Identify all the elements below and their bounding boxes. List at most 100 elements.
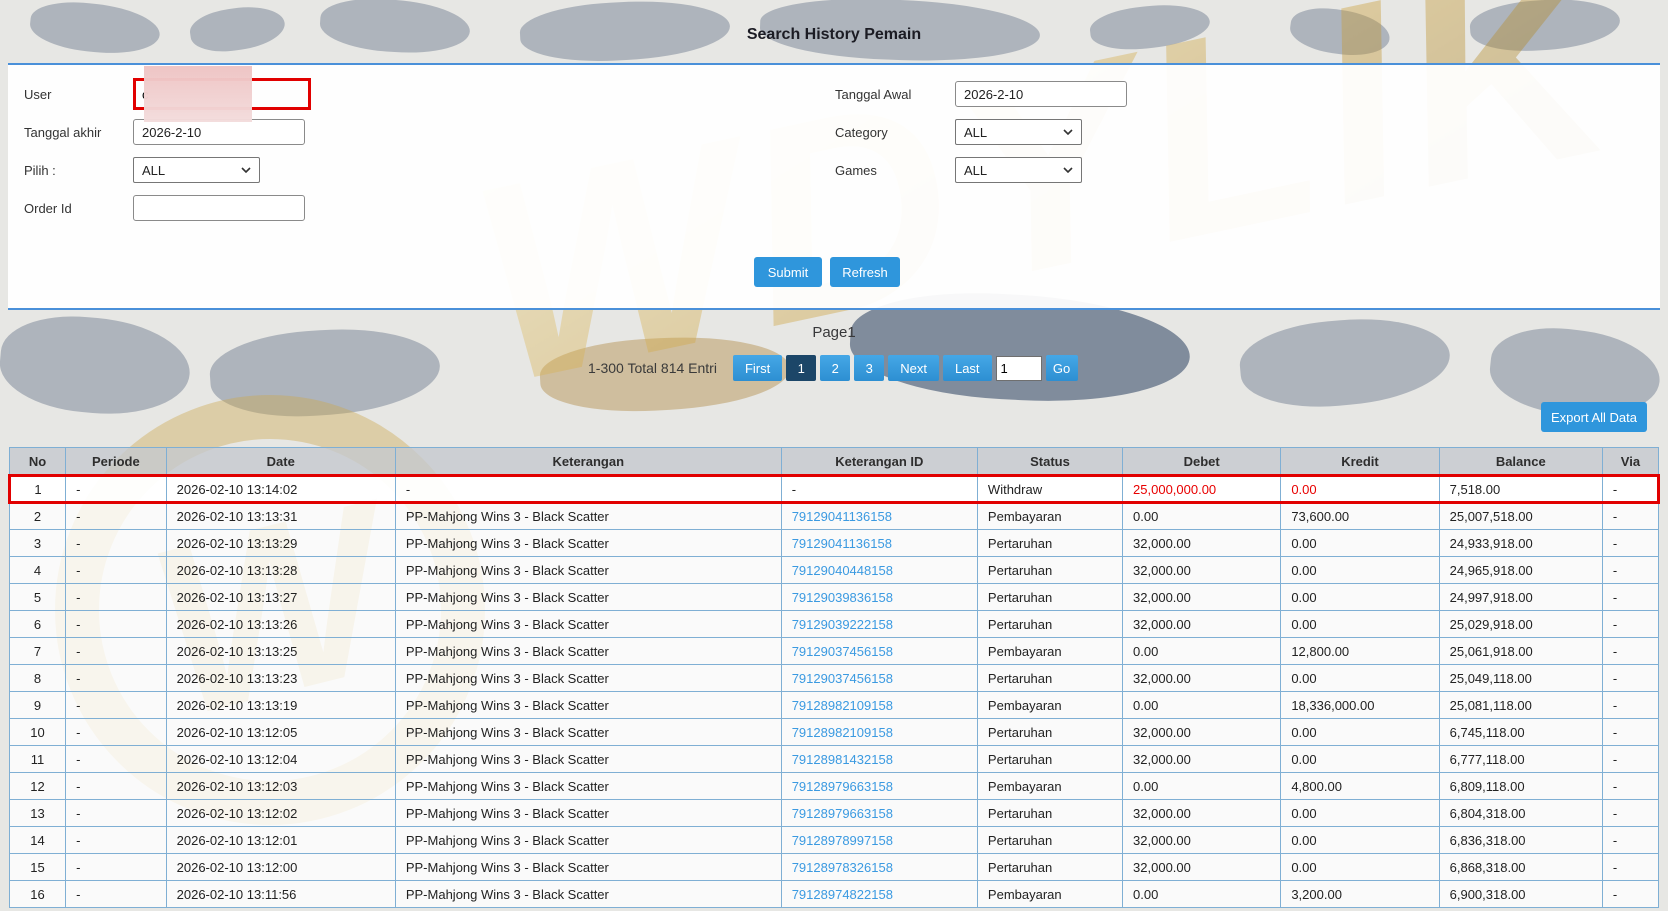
cell-periode: - — [65, 637, 167, 665]
tanggal-akhir-label: Tanggal akhir — [24, 124, 102, 140]
cell-status: Pertaruhan — [976, 853, 1124, 881]
pagination-button-1[interactable]: 1 — [786, 355, 817, 381]
keterangan-id-link[interactable]: 79128981432158 — [780, 745, 978, 773]
cell-status: Pertaruhan — [976, 529, 1124, 557]
cell-date: 2026-02-10 13:13:27 — [165, 583, 396, 611]
cell-date: 2026-02-10 13:12:00 — [165, 853, 396, 881]
cell-debet: 0.00 — [1122, 502, 1282, 530]
keterangan-id-link[interactable]: 79129037456158 — [780, 637, 978, 665]
cell-date: 2026-02-10 13:13:28 — [165, 556, 396, 584]
keterangan-id-link[interactable]: 79128978997158 — [780, 826, 978, 854]
cell-kredit: 4,800.00 — [1280, 772, 1440, 800]
games-select[interactable]: ALL — [955, 157, 1082, 183]
cell-periode: - — [65, 880, 167, 908]
tanggal-awal-label: Tanggal Awal — [835, 86, 912, 102]
keterangan-id-link[interactable]: 79128974822158 — [780, 880, 978, 908]
cell-date: 2026-02-10 13:12:02 — [165, 799, 396, 827]
cell-keterangan: PP-Mahjong Wins 3 - Black Scatter — [394, 772, 782, 800]
goto-page-input[interactable] — [995, 355, 1042, 381]
cell-balance: 6,836,318.00 — [1438, 826, 1603, 854]
keterangan-id-link[interactable]: 79129037456158 — [780, 664, 978, 692]
cell-keterangan: PP-Mahjong Wins 3 - Black Scatter — [394, 502, 782, 530]
tanggal-akhir-input[interactable] — [133, 119, 305, 145]
column-header-date: Date — [165, 447, 396, 476]
keterangan-id-link[interactable]: 79128982109158 — [780, 691, 978, 719]
cell-periode: - — [65, 502, 167, 530]
cell-no: 4 — [8, 556, 67, 584]
table-row: 13-2026-02-10 13:12:02 PP-Mahjong Wins 3 … — [8, 799, 1660, 827]
order-id-input[interactable] — [133, 195, 305, 221]
cell-debet: 32,000.00 — [1122, 853, 1282, 881]
cell-date: 2026-02-10 13:14:02 — [165, 474, 396, 504]
cell-status: Pertaruhan — [976, 556, 1124, 584]
tanggal-awal-input[interactable] — [955, 81, 1127, 107]
pagination-button-2[interactable]: 2 — [820, 355, 851, 381]
category-row: Category ALL — [835, 117, 1082, 147]
cell-kredit: 0.00 — [1280, 556, 1440, 584]
cell-periode: - — [65, 745, 167, 773]
chevron-down-icon — [241, 167, 251, 173]
history-table: No Periode Date Keterangan Keterangan ID Stat… — [7, 447, 1661, 908]
keterangan-id-link[interactable]: 79129040448158 — [780, 556, 978, 584]
cell-via: - — [1601, 745, 1660, 773]
keterangan-id-link[interactable]: 79129039836158 — [780, 583, 978, 611]
submit-button[interactable]: Submit — [754, 257, 822, 287]
cell-debet: 32,000.00 — [1122, 664, 1282, 692]
chevron-down-icon — [1063, 129, 1073, 135]
cell-kredit: 0.00 — [1280, 745, 1440, 773]
cell-status: Pertaruhan — [976, 583, 1124, 611]
cell-status: Pertaruhan — [976, 718, 1124, 746]
chevron-down-icon — [1063, 167, 1073, 173]
table-row: 10-2026-02-10 13:12:05 PP-Mahjong Wins 3 … — [8, 718, 1660, 746]
cell-kredit: 0.00 — [1280, 799, 1440, 827]
cell-periode: - — [65, 718, 167, 746]
cell-keterangan: PP-Mahjong Wins 3 - Black Scatter — [394, 610, 782, 638]
pagination-button-3[interactable]: 3 — [854, 355, 885, 381]
cell-keterangan: PP-Mahjong Wins 3 - Black Scatter — [394, 664, 782, 692]
pilih-selected-value: ALL — [142, 162, 166, 178]
table-row: 14-2026-02-10 13:12:01 PP-Mahjong Wins 3 … — [8, 826, 1660, 854]
games-selected-value: ALL — [964, 162, 988, 178]
pagination-button-last[interactable]: Last — [942, 355, 992, 381]
cell-no: 13 — [8, 799, 67, 827]
keterangan-id-link[interactable]: 79128979663158 — [780, 799, 978, 827]
keterangan-id-link[interactable]: 79128979663158 — [780, 772, 978, 800]
cell-no: 1 — [7, 474, 67, 504]
table-row: 1-2026-02-10 13:14:02- - Withdraw 25,000,00… — [7, 474, 1661, 504]
go-button[interactable]: Go — [1045, 355, 1078, 381]
category-select[interactable]: ALL — [955, 119, 1082, 145]
keterangan-id-link[interactable]: 79129039222158 — [780, 610, 978, 638]
keterangan-id-link[interactable]: 79128978326158 — [780, 853, 978, 881]
cell-balance: 6,745,118.00 — [1438, 718, 1603, 746]
cell-via: - — [1601, 583, 1660, 611]
column-header-keterangan-id: Keterangan ID — [780, 447, 978, 476]
refresh-button[interactable]: Refresh — [830, 257, 900, 287]
cell-debet: 32,000.00 — [1122, 610, 1282, 638]
column-header-keterangan: Keterangan — [394, 447, 782, 476]
cell-balance: 24,933,918.00 — [1438, 529, 1603, 557]
cell-no: 10 — [8, 718, 67, 746]
cell-date: 2026-02-10 13:13:23 — [165, 664, 396, 692]
pagination-button-first[interactable]: First — [732, 355, 783, 381]
cell-balance: 6,809,118.00 — [1438, 772, 1603, 800]
pagination-button-next[interactable]: Next — [888, 355, 939, 381]
cell-debet: 32,000.00 — [1122, 529, 1282, 557]
table-row: 5-2026-02-10 13:13:27 PP-Mahjong Wins 3 -… — [8, 583, 1660, 611]
table-row: 9-2026-02-10 13:13:19 PP-Mahjong Wins 3 -… — [8, 691, 1660, 719]
cell-status: Pertaruhan — [976, 826, 1124, 854]
cell-keterangan: PP-Mahjong Wins 3 - Black Scatter — [394, 637, 782, 665]
pilih-select[interactable]: ALL — [133, 157, 260, 183]
keterangan-id-link[interactable]: 79128982109158 — [780, 718, 978, 746]
column-header-balance: Balance — [1438, 447, 1603, 476]
column-header-no: No — [8, 447, 67, 476]
cell-balance: 6,804,318.00 — [1438, 799, 1603, 827]
cell-keterangan: - — [394, 474, 782, 504]
cell-kredit: 18,336,000.00 — [1280, 691, 1440, 719]
export-all-data-button[interactable]: Export All Data — [1541, 402, 1647, 432]
keterangan-id-link[interactable]: 79129041136158 — [780, 529, 978, 557]
cell-via: - — [1601, 772, 1660, 800]
cell-date: 2026-02-10 13:13:29 — [165, 529, 396, 557]
cell-via: - — [1601, 799, 1660, 827]
keterangan-id-link[interactable]: 79129041136158 — [780, 502, 978, 530]
